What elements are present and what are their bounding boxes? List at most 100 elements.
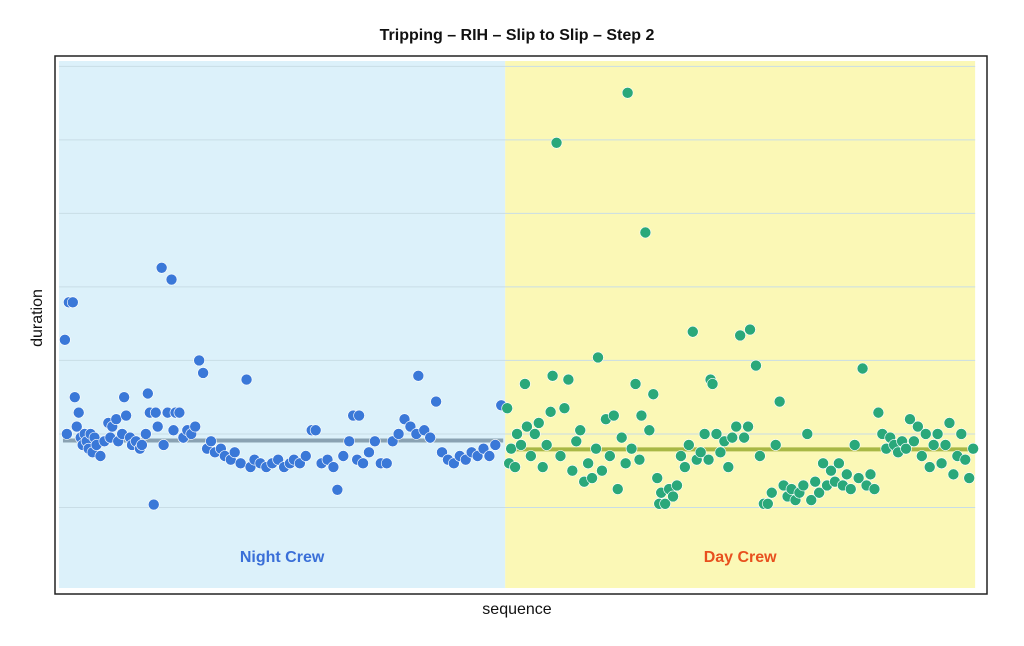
data-point [943,417,956,429]
data-point [197,367,209,379]
data-point [519,378,531,390]
data-point [412,370,425,382]
data-point [611,483,624,495]
data-point [337,450,350,462]
data-point [629,378,642,390]
data-point [625,442,638,455]
data-point [392,428,405,440]
data-point [615,431,628,444]
data-point [586,472,598,484]
data-point [536,461,549,473]
plot-border [54,55,988,595]
data-point [592,351,604,364]
region-label: Night Crew [240,549,325,566]
data-point [529,428,541,440]
data-point [801,428,814,440]
data-point [935,457,948,470]
data-point [633,453,646,466]
data-point [667,490,679,503]
data-point [173,406,186,419]
data-point [424,431,436,444]
data-point [94,450,107,462]
data-point [558,402,571,415]
crew-region [505,61,976,588]
data-point [72,406,85,419]
data-point [769,439,782,451]
data-point [234,457,247,470]
data-point [635,409,648,422]
data-point [694,446,707,459]
data-point [118,391,130,403]
data-point [369,435,381,448]
data-point [570,435,583,448]
data-point [619,457,632,470]
data-point [868,483,881,495]
data-point [679,461,691,473]
data-point [483,450,496,462]
data-point [698,428,711,440]
data-point [963,472,976,484]
data-point [738,431,750,444]
data-point [765,486,778,499]
data-point [165,273,178,286]
data-point [872,406,885,419]
data-point [554,450,567,462]
data-point [193,354,205,367]
data-point [505,442,517,455]
data-point [659,497,671,510]
data-point [742,420,754,433]
data-point [540,439,553,451]
data-point [939,439,952,451]
data-point [813,486,825,499]
crew-region [58,61,506,588]
data-point [734,329,746,342]
data-point [544,406,557,418]
data-point [149,406,162,419]
chart-title: Tripping – RIH – Slip to Slip – Step 2 [380,27,655,44]
data-point [754,450,766,462]
data-point [904,413,916,426]
data-point [228,446,241,459]
data-point [912,420,924,433]
data-point [750,359,762,372]
data-point [357,457,369,470]
data-point [309,424,322,437]
data-point [380,457,393,470]
data-point [844,483,857,495]
data-point [189,420,202,433]
data-point [927,439,940,451]
data-point [607,409,620,422]
data-point [142,387,154,400]
data-point [955,428,968,440]
data-point [511,428,523,440]
data-point [525,450,537,462]
x-axis-label: sequence [482,601,551,618]
data-point [675,450,687,462]
data-point [817,457,829,470]
data-point [151,420,164,433]
data-point [805,494,818,506]
data-point [683,439,695,451]
data-point [566,464,579,477]
data-point [947,468,960,481]
data-point [825,464,837,477]
data-point [59,334,71,346]
y-axis-label: duration [29,289,46,347]
data-point [574,424,587,437]
data-point [61,428,73,440]
data-point [596,464,608,477]
data-point [959,453,972,466]
data-point [327,461,340,473]
data-point [856,362,869,375]
data-point [840,468,853,481]
data-point [762,497,774,510]
data-point [900,442,912,455]
data-point [147,498,160,511]
data-point [919,428,932,440]
data-point [157,439,170,451]
data-point [730,420,743,433]
data-point [167,424,180,437]
data-point [562,373,575,386]
data-point [343,435,356,448]
